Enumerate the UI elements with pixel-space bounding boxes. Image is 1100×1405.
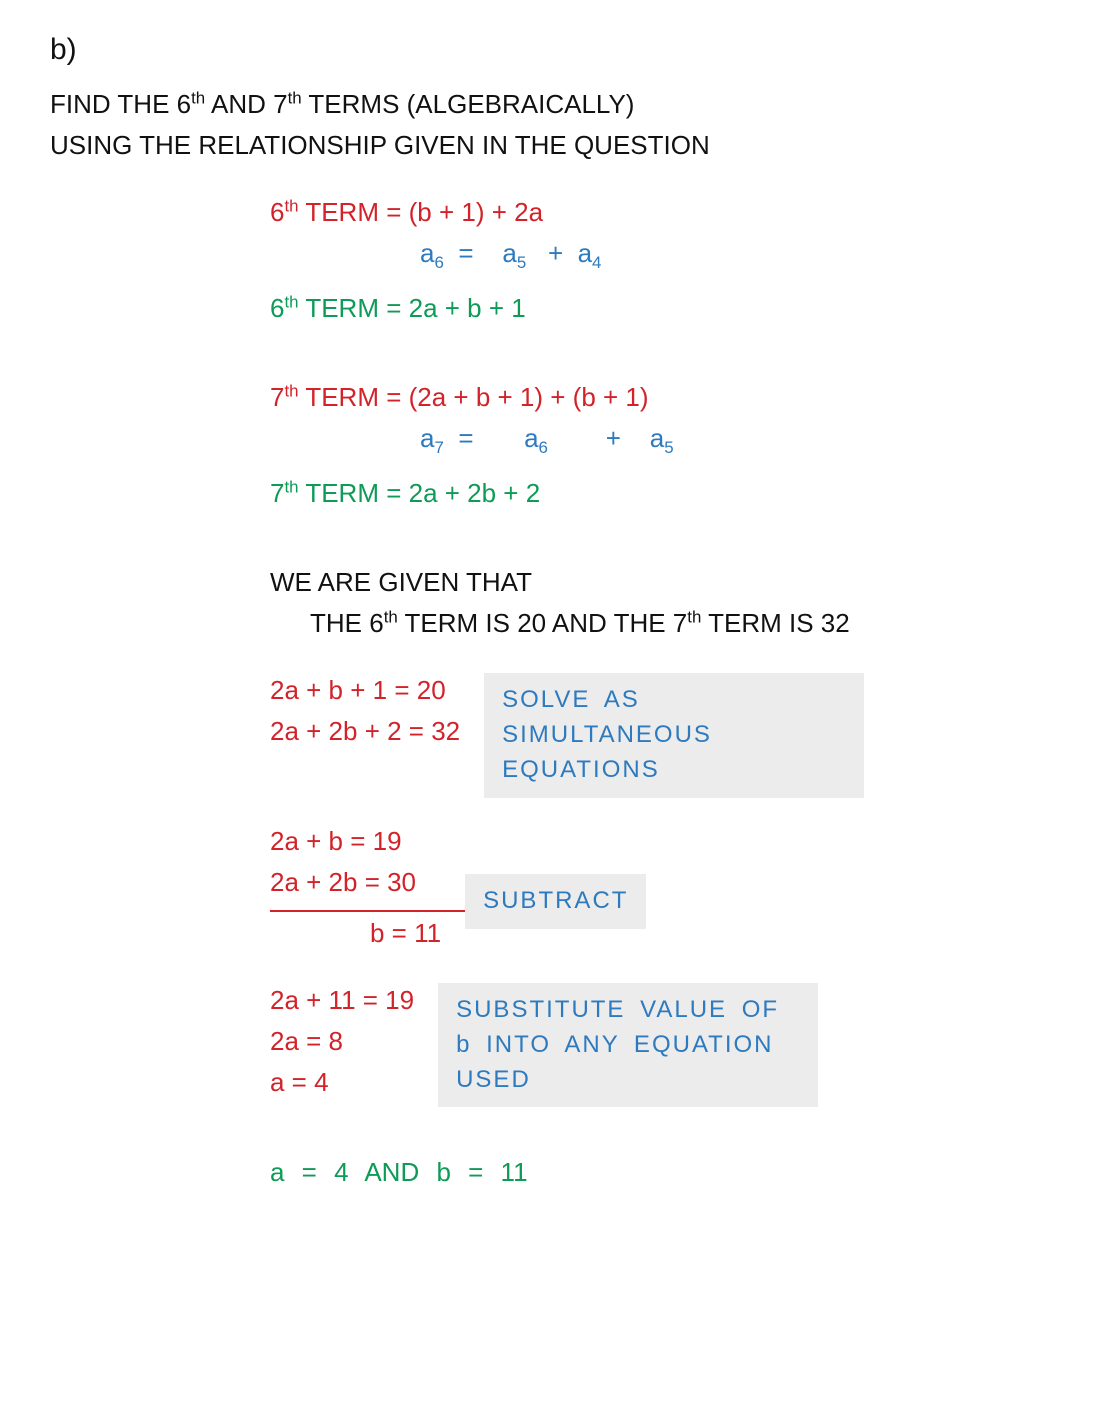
term6-red-sup: th — [284, 196, 298, 215]
given-line-2: THE 6th TERM IS 20 AND THE 7th TERM IS 3… — [50, 606, 1050, 641]
eq7: 2a = 8 — [270, 1024, 414, 1059]
term7-red-b: TERM = (2a + b + 1) + (b + 1) — [299, 382, 649, 412]
eq1: 2a + b + 1 = 20 — [270, 673, 460, 708]
annot-simultaneous: SOLVE AS SIMULTANEOUS EQUATIONS — [484, 673, 864, 797]
term7-green-a: 7 — [270, 478, 284, 508]
term6-blue: a6 = a5 + a4 — [50, 236, 1050, 275]
simultaneous-block: 2a + b + 1 = 20 2a + 2b + 2 = 32 SOLVE A… — [50, 673, 1050, 797]
intro-1b: AND 7 — [205, 89, 287, 119]
eq6: 2a + 11 = 19 — [270, 983, 414, 1018]
given2-sup: th — [384, 608, 398, 627]
final-answer: a = 4 AND b = 11 — [50, 1155, 1050, 1190]
annot-substitute: SUBSTITUTE VALUE OF b INTO ANY EQUATION … — [438, 983, 818, 1107]
intro-line-2: USING THE RELATIONSHIP GIVEN IN THE QUES… — [50, 128, 1050, 163]
substitute-block: 2a + 11 = 19 2a = 8 a = 4 SUBSTITUTE VAL… — [50, 983, 1050, 1107]
given-line-1: WE ARE GIVEN THAT — [50, 565, 1050, 600]
intro-1-sup2: th — [288, 88, 302, 107]
intro-1-sup: th — [191, 88, 205, 107]
term6-green-sup: th — [284, 292, 298, 311]
eq5: b = 11 — [370, 916, 441, 951]
term6-red-b: TERM = (b + 1) + 2a — [299, 197, 543, 227]
eq4: 2a + 2b = 30 — [270, 865, 416, 900]
term7-green-b: TERM = 2a + 2b + 2 — [299, 478, 541, 508]
intro-1c: TERMS (ALGEBRAICALLY) — [302, 89, 635, 119]
term6-green-b: TERM = 2a + b + 1 — [299, 293, 526, 323]
given2-sup2: th — [687, 608, 701, 627]
term6-red: 6th TERM = (b + 1) + 2a — [50, 195, 1050, 230]
part-b-heading: b) — [50, 30, 1050, 71]
term7-red-sup: th — [284, 381, 298, 400]
given2-c: TERM IS 32 — [701, 608, 849, 638]
term6-green: 6th TERM = 2a + b + 1 — [50, 291, 1050, 326]
term7-red-a: 7 — [270, 382, 284, 412]
term6-green-a: 6 — [270, 293, 284, 323]
given2-b: TERM IS 20 AND THE 7 — [398, 608, 687, 638]
term6-red-a: 6 — [270, 197, 284, 227]
term7-red: 7th TERM = (2a + b + 1) + (b + 1) — [50, 380, 1050, 415]
eq2: 2a + 2b + 2 = 32 — [270, 714, 460, 749]
eq3: 2a + b = 19 — [270, 824, 416, 859]
intro-line-1: FIND THE 6th AND 7th TERMS (ALGEBRAICALL… — [50, 87, 1050, 122]
eq8: a = 4 — [270, 1065, 414, 1100]
term7-green: 7th TERM = 2a + 2b + 2 — [50, 476, 1050, 511]
term7-blue: a7 = a6 + a5 — [50, 421, 1050, 460]
intro-1a: FIND THE 6 — [50, 89, 191, 119]
term7-green-sup: th — [284, 477, 298, 496]
subtract-rule — [270, 910, 470, 912]
annot-subtract: SUBTRACT — [465, 874, 646, 929]
given2-a: THE 6 — [310, 608, 384, 638]
